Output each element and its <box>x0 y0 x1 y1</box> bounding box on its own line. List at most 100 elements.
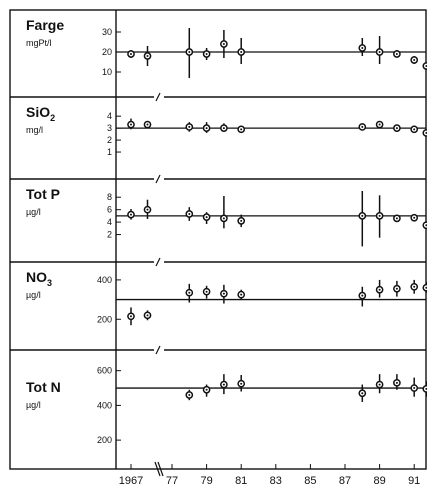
x-tick-label: 79 <box>200 475 212 487</box>
y-tick-label: 4 <box>107 111 112 121</box>
x-axis-break-mark <box>157 461 164 477</box>
data-point-center <box>222 43 225 45</box>
data-point-center <box>188 125 191 128</box>
y-tick-label: 4 <box>107 217 112 227</box>
data-point-center <box>240 382 243 385</box>
panel-unit: µg/l <box>26 207 41 217</box>
x-tick-label: 77 <box>166 475 178 487</box>
data-point-center <box>146 55 149 57</box>
y-tick-label: 20 <box>102 47 112 57</box>
data-point-center <box>413 59 416 61</box>
data-point-center <box>146 123 149 126</box>
data-point-center <box>413 216 416 219</box>
data-point-center <box>378 51 381 53</box>
x-tick-label: 83 <box>270 475 282 487</box>
y-tick-label: 10 <box>102 67 112 77</box>
panel-unit: mg/l <box>26 125 43 135</box>
panel-0: Farge mgPt/l 10 20 30 <box>10 17 427 102</box>
y-tick-label: 3 <box>107 123 112 133</box>
panel-title-subscript: 3 <box>47 278 52 288</box>
data-point-center <box>378 383 381 386</box>
x-tick-label: 81 <box>235 475 247 487</box>
outer-border <box>9 9 427 470</box>
panel-1: SiO2 mg/l 1 2 3 4 <box>10 104 427 184</box>
data-point-center <box>205 53 208 55</box>
y-tick-label: 400 <box>97 275 112 285</box>
panel-title: Tot P <box>26 186 60 202</box>
data-point-center <box>222 383 225 386</box>
data-point-center <box>361 294 364 297</box>
data-point-center <box>378 123 381 126</box>
data-point <box>422 62 427 70</box>
data-point-center <box>240 293 243 296</box>
y-tick-label: 2 <box>107 135 112 145</box>
panel-title: SiO2 <box>26 104 55 123</box>
data-point-center <box>205 216 208 219</box>
data-point-center <box>205 290 208 293</box>
x-tick-label: 91 <box>408 475 420 487</box>
panel-unit: mgPt/l <box>26 38 52 48</box>
panel-title: Tot N <box>26 379 61 395</box>
data-point-center <box>188 213 191 216</box>
y-tick-label: 400 <box>97 400 112 410</box>
chart-panels: Farge mgPt/l 10 20 30 SiO2 mg/l 1 2 3 4 Tot P µg/l 2 4… <box>10 17 427 445</box>
y-tick-label: 2 <box>107 230 112 240</box>
data-point <box>422 221 427 230</box>
panel-3: NO3 µg/l 200 400 <box>10 269 427 355</box>
data-point-center <box>188 291 191 294</box>
panel-title: NO3 <box>26 269 52 288</box>
data-point-center <box>130 123 132 126</box>
data-point-center <box>205 127 208 130</box>
data-point-center <box>361 392 364 395</box>
x-tick-label: 87 <box>339 475 351 487</box>
data-point-center <box>361 47 364 49</box>
x-axis-break-mark <box>154 461 161 477</box>
data-point <box>422 385 427 393</box>
axis-break-mark <box>155 345 161 355</box>
data-point <box>422 129 427 137</box>
panel-4: Tot N µg/l 200 400 600 <box>26 366 427 445</box>
data-point-center <box>130 53 132 55</box>
data-point-center <box>188 393 191 396</box>
data-point-center <box>205 388 208 391</box>
data-point-center <box>378 214 381 217</box>
data-point-center <box>395 381 398 384</box>
data-point-center <box>146 314 149 317</box>
data-point-center <box>240 219 243 222</box>
x-tick-label: 1967 <box>119 475 143 487</box>
panel-title-subscript: 2 <box>50 113 55 123</box>
axis-break-mark <box>155 257 161 267</box>
data-point-center <box>395 127 398 130</box>
data-point-center <box>395 53 398 55</box>
data-point-center <box>395 217 398 220</box>
x-axis: 1967 77 79 81 83 85 87 89 91 <box>119 461 420 487</box>
data-point-center <box>361 125 364 128</box>
data-point-center <box>395 287 398 290</box>
data-point-center <box>222 127 225 130</box>
data-point-center <box>130 213 132 216</box>
data-point-center <box>361 214 364 217</box>
y-tick-label: 600 <box>97 366 112 376</box>
axis-break-mark <box>155 174 161 184</box>
x-tick-label: 89 <box>373 475 385 487</box>
data-point-center <box>222 217 225 220</box>
panel-unit: µg/l <box>26 400 41 410</box>
y-tick-label: 1 <box>107 147 112 157</box>
data-point-center <box>146 208 149 211</box>
data-point-center <box>222 292 225 295</box>
chart-frame <box>9 9 427 470</box>
y-tick-label: 6 <box>107 205 112 215</box>
axis-break-mark <box>155 92 161 102</box>
y-tick-label: 200 <box>97 435 112 445</box>
y-tick-label: 200 <box>97 314 112 324</box>
data-point-center <box>240 51 243 53</box>
data-point-center <box>240 128 243 131</box>
data-point-center <box>413 128 416 131</box>
data-point-center <box>413 387 416 390</box>
panel-title: Farge <box>26 17 64 33</box>
data-point <box>422 283 427 292</box>
y-tick-label: 8 <box>107 192 112 202</box>
data-point-center <box>413 285 416 288</box>
x-tick-label: 85 <box>304 475 316 487</box>
data-point-center <box>130 315 132 318</box>
